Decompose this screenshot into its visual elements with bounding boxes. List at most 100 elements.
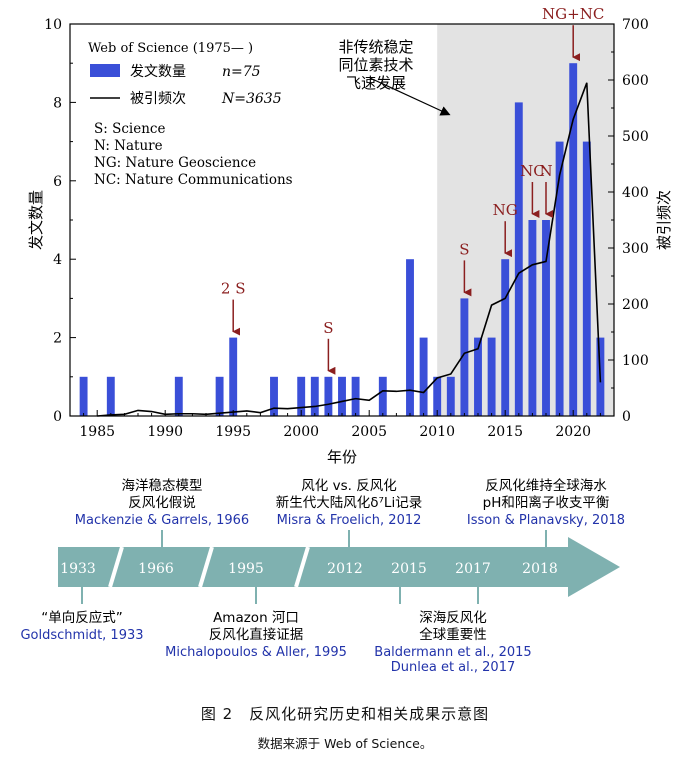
timeline-arrow — [58, 537, 620, 597]
bar-1986 — [106, 376, 115, 416]
x-axis-label: 年份 — [327, 448, 357, 466]
bar-2013 — [474, 337, 482, 416]
legend-line-stat: N=3635 — [221, 91, 282, 107]
figure-caption: 图 2 反风化研究历史和相关成果示意图 — [200, 705, 490, 723]
annotation-label-5: N — [539, 162, 552, 180]
above-ref-1: Misra & Froelich, 2012 — [277, 513, 422, 528]
bar-1995 — [229, 337, 238, 416]
yl-tick-label-8: 8 — [53, 95, 62, 111]
annotation-label-4: NC — [520, 162, 545, 180]
bar-2000 — [297, 376, 306, 416]
above-text-1-1: 新生代大陆风化δ⁷Li记录 — [276, 495, 422, 511]
timeline-separator-1 — [198, 546, 214, 588]
below-ref-2-1: Dunlea et al., 2017 — [391, 660, 515, 675]
bar-1991 — [174, 376, 183, 416]
above-text-0-0: 海洋稳态模型 — [122, 478, 203, 494]
annotation-label-0: 2 S — [221, 280, 246, 298]
below-text-2-1: 全球重要性 — [419, 626, 487, 643]
bar-2010 — [433, 376, 442, 416]
timeline-year-2015: 2015 — [391, 561, 427, 577]
above-ref-0: Mackenzie & Garrels, 1966 — [75, 513, 249, 528]
below-ref-0-0: Goldschmidt, 1933 — [20, 628, 143, 643]
bar-2016 — [514, 102, 523, 417]
x-tick-label-1985: 1985 — [79, 424, 115, 440]
abbreviation-0: S: Science — [94, 121, 165, 137]
yr-tick-label-600: 600 — [622, 73, 649, 89]
abbreviation-2: NG: Nature Geoscience — [94, 155, 256, 171]
bar-2009 — [419, 337, 428, 416]
yl-tick-label-0: 0 — [53, 409, 62, 425]
yl-tick-label-4: 4 — [53, 252, 62, 268]
yr-tick-label-700: 700 — [622, 17, 649, 33]
bar-2008 — [406, 259, 414, 416]
bar-2017 — [528, 220, 537, 416]
legend-line-label: 被引频次 — [130, 91, 186, 107]
annotation-label-1: S — [323, 319, 333, 337]
abbreviation-1: N: Nature — [94, 138, 163, 154]
y-right-axis-label: 被引频次 — [655, 190, 673, 250]
below-text-1-0: Amazon 河口 — [213, 610, 299, 626]
bar-2006 — [378, 376, 387, 416]
yr-tick-label-500: 500 — [622, 129, 649, 145]
timeline-year-2018: 2018 — [522, 561, 558, 577]
above-text-2-0: 反风化维持全球海水 — [485, 477, 607, 494]
annotation-label-2: S — [459, 240, 469, 258]
citation-line — [97, 82, 602, 417]
bar-line-chart: 1985 1990 1995 2000 2005 2010 2015 202002468100… — [27, 5, 673, 466]
bar-2001 — [310, 376, 319, 416]
y-left-axis-label: 发文数量 — [27, 190, 45, 250]
legend-bar-label: 发文数量 — [130, 64, 186, 80]
x-tick-label-2000: 2000 — [283, 424, 319, 440]
legend-bar-swatch — [90, 64, 120, 77]
yl-tick-label-10: 10 — [44, 17, 62, 33]
timeline-year-1995: 1995 — [228, 561, 264, 577]
yr-tick-label-0: 0 — [622, 409, 631, 425]
above-text-0-1: 反风化假说 — [128, 495, 196, 511]
bar-2021 — [582, 141, 591, 416]
bar-1994 — [215, 376, 224, 416]
x-tick-label-2010: 2010 — [419, 424, 455, 440]
shade-annotation-line-1: 同位素技术 — [338, 56, 413, 74]
timeline-separator-0 — [108, 546, 124, 588]
x-tick-label-1990: 1990 — [147, 424, 183, 440]
timeline-year-1966: 1966 — [138, 561, 174, 577]
annotation-label-6: NG+NC — [542, 5, 604, 23]
x-tick-label-1995: 1995 — [215, 424, 251, 440]
bar-1984 — [79, 376, 88, 416]
abbreviation-3: NC: Nature Communications — [94, 172, 293, 188]
bar-2019 — [555, 141, 564, 416]
shade-annotation-arrow — [369, 77, 451, 116]
timeline-year-2017: 2017 — [455, 561, 491, 577]
legend-bar-stat: n=75 — [222, 64, 261, 80]
yr-tick-label-200: 200 — [622, 297, 649, 313]
bar-2012 — [460, 298, 469, 416]
bar-2011 — [446, 376, 455, 416]
annotation-label-3: NG — [493, 201, 518, 219]
below-text-1-1: 反风化直接证据 — [209, 626, 304, 643]
timeline-separator-2 — [294, 546, 310, 588]
legend-title: Web of Science (1975— ) — [88, 41, 253, 56]
yr-tick-label-400: 400 — [622, 185, 649, 201]
bar-1998 — [270, 376, 278, 416]
x-tick-label-2015: 2015 — [487, 424, 523, 440]
below-ref-2-0: Baldermann et al., 2015 — [374, 645, 531, 660]
timeline-year-2012: 2012 — [327, 561, 363, 577]
bar-2003 — [338, 376, 346, 416]
x-tick-label-2020: 2020 — [555, 424, 591, 440]
bar-2002 — [324, 376, 333, 416]
yl-tick-label-2: 2 — [53, 331, 62, 347]
bar-2018 — [542, 220, 550, 416]
above-text-2-1: pH和阳离子收支平衡 — [483, 494, 610, 511]
yr-tick-label-100: 100 — [622, 353, 649, 369]
bar-2014 — [487, 337, 496, 416]
above-text-1-0: 风化 vs. 反风化 — [301, 478, 396, 494]
x-tick-label-2005: 2005 — [351, 424, 387, 440]
yr-tick-label-300: 300 — [622, 241, 649, 257]
bar-2004 — [351, 376, 360, 416]
above-ref-2: Isson & Planavsky, 2018 — [467, 513, 625, 528]
bar-2015 — [501, 259, 510, 416]
below-ref-1-0: Michalopoulos & Aller, 1995 — [165, 645, 347, 660]
yl-tick-label-6: 6 — [53, 174, 62, 190]
shade-annotation-line-0: 非传统稳定 — [338, 38, 413, 56]
